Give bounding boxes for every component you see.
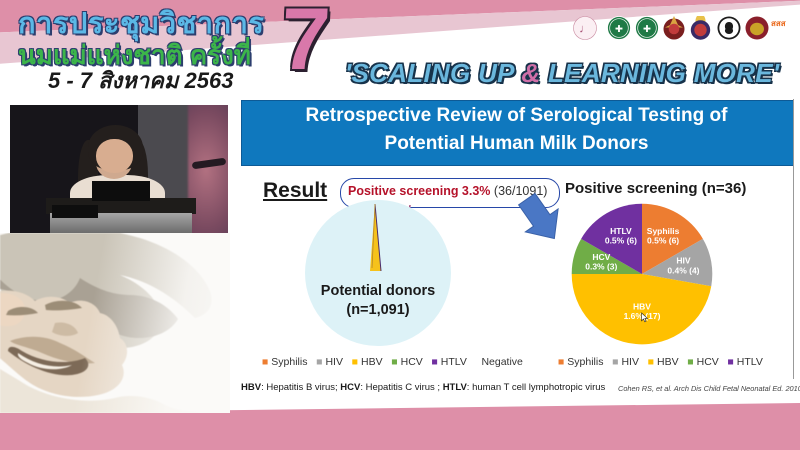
- svg-text:Syphilis: Syphilis: [647, 226, 680, 236]
- svg-text:0.5% (6): 0.5% (6): [605, 236, 637, 246]
- svg-text:สสส: สสส: [771, 19, 786, 28]
- svg-text:♩: ♩: [579, 22, 591, 36]
- svg-text:0.3% (3): 0.3% (3): [585, 262, 617, 272]
- svg-text:✚: ✚: [643, 24, 651, 35]
- svg-text:0.5% (6): 0.5% (6): [647, 236, 679, 246]
- svg-text:HIV: HIV: [676, 256, 691, 266]
- svg-text:HBV: HBV: [633, 302, 651, 312]
- svg-text:HCV: HCV: [592, 252, 610, 262]
- svg-text:HTLV: HTLV: [610, 226, 632, 236]
- svg-text:0.4% (4): 0.4% (4): [667, 265, 699, 275]
- svg-text:✚: ✚: [615, 24, 623, 35]
